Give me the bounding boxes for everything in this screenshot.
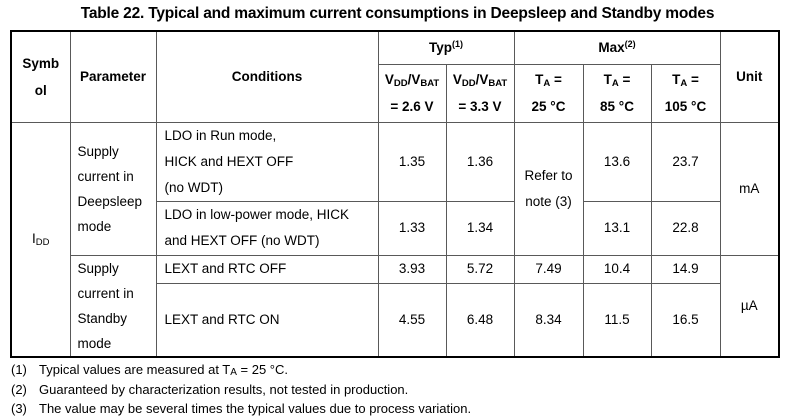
table-title: Table 22. Typical and maximum current co…: [80, 5, 715, 22]
value-cell: 11.5: [582, 283, 652, 357]
conditions-cell: LDO in Run mode, HICK and HEXT OFF (no W…: [155, 121, 379, 202]
line: LDO in low-power mode, HICK: [164, 207, 350, 222]
footnote-2: (2) Guaranteed by characterization resul…: [11, 380, 471, 400]
value-cell: 1.35: [377, 121, 447, 202]
value-cell: 8.34: [513, 283, 584, 357]
conditions-cell: LEXT and RTC OFF: [155, 254, 379, 285]
line: LEXT and RTC OFF: [164, 261, 287, 277]
line: LDO in Run mode,: [164, 127, 277, 143]
footnote-text: The value may be several times the typic…: [39, 401, 472, 416]
value-cell: 13.1: [582, 200, 652, 256]
parameter-standby: Supply current in Standby mode: [69, 254, 157, 357]
line: 85 °C: [600, 99, 634, 114]
table-row: LDO in low-power mode, HICK and HEXT OFF…: [11, 200, 779, 256]
max-footnote-ref: (2): [624, 39, 636, 50]
header-symbol: Symbol: [10, 30, 71, 123]
header-symbol-label: Symbol: [22, 55, 60, 98]
line: = 3.3 V: [458, 99, 502, 114]
line: TA =: [535, 72, 562, 89]
max-label: Max: [598, 40, 625, 56]
line: = 2.6 V: [390, 99, 434, 114]
value-cell: 22.8: [650, 200, 721, 256]
line: (no WDT): [164, 179, 224, 195]
typ-label: Typ: [429, 40, 452, 56]
footnote-1: (1) Typical values are measured at TA = …: [11, 360, 471, 380]
line: TA =: [603, 72, 631, 89]
footnote-number: (2): [11, 381, 27, 397]
footnotes: (1) Typical values are measured at TA = …: [11, 360, 471, 419]
value-cell: 1.36: [445, 121, 515, 202]
header-ta-105: TA = 105 °C: [650, 63, 721, 123]
line: LEXT and RTC ON: [164, 311, 280, 327]
header-ta-25: TA = 25 °C: [513, 63, 584, 123]
value-cell: 7.49: [513, 254, 584, 285]
line: HICK and HEXT OFF: [164, 153, 294, 169]
current-consumption-table: Symbol Parameter Conditions Typ(1) Max(2…: [10, 30, 781, 358]
header-conditions: Conditions: [155, 30, 379, 123]
value-cell: 13.6: [582, 121, 652, 202]
footnote-3: (3) The value may be several times the t…: [11, 399, 471, 419]
value-cell: 10.4: [582, 254, 652, 285]
table-row: LEXT and RTC ON 4.55 6.48 8.34 11.5 16.5: [11, 283, 779, 357]
table-row: Supply current in Standby mode LEXT and …: [11, 254, 780, 357]
line: note (3): [525, 193, 572, 209]
footnote-text: Guaranteed by characterization results, …: [39, 381, 409, 397]
value-cell: 1.33: [377, 200, 447, 256]
table-row: IDD Supply current in Deepsleep mode LDO…: [10, 121, 780, 357]
value-cell: 14.9: [650, 254, 721, 285]
header-ta-85: TA = 85 °C: [582, 63, 652, 123]
symbol-idd: IDD: [10, 121, 71, 357]
line: TA =: [672, 72, 699, 89]
line: 25 °C: [531, 99, 566, 114]
unit-cell-ma: mA: [719, 121, 780, 256]
header-typ: Typ(1): [377, 30, 515, 65]
footnote-number: (1): [11, 362, 27, 377]
header-row-1: Symbol Parameter Conditions Typ(1) Max(2…: [10, 30, 780, 123]
header-parameter: Parameter: [69, 30, 157, 123]
unit-cell-ua: µA: [719, 254, 780, 357]
value-cell: 5.72: [445, 254, 515, 285]
line: VDD/VBAT: [452, 72, 508, 89]
header-vdd-2v6: VDD/VBAT = 2.6 V: [377, 63, 447, 123]
header-vdd-3v3: VDD/VBAT = 3.3 V: [445, 63, 515, 123]
line: 105 °C: [664, 99, 707, 114]
footnote-number: (3): [11, 401, 27, 416]
value-cell: 1.34: [445, 200, 515, 256]
line: and HEXT OFF (no WDT): [164, 233, 320, 248]
footnote-text: Typical values are measured at TA = 25 °…: [39, 362, 289, 378]
header-max: Max(2): [513, 30, 721, 65]
value-cell: 16.5: [650, 283, 721, 357]
max25-merged-cell: Refer to note (3): [513, 121, 584, 256]
typ-footnote-ref: (1): [452, 39, 463, 50]
conditions-cell: LDO in low-power mode, HICK and HEXT OFF…: [155, 200, 379, 256]
header-unit: Unit: [719, 30, 780, 123]
value-cell: 23.7: [650, 121, 721, 202]
value-cell: 4.55: [377, 283, 447, 357]
value-cell: 3.93: [377, 254, 447, 285]
line: Refer to: [524, 167, 573, 183]
parameter-deepsleep: Supply current in Deepsleep mode: [69, 121, 157, 256]
conditions-cell: LEXT and RTC ON: [155, 283, 379, 357]
value-cell: 6.48: [445, 283, 515, 357]
line: VDD/VBAT: [384, 72, 440, 89]
header-row-2: VDD/VBAT = 2.6 V VDD/VBAT = 3.3 V TA = 2…: [11, 63, 779, 123]
